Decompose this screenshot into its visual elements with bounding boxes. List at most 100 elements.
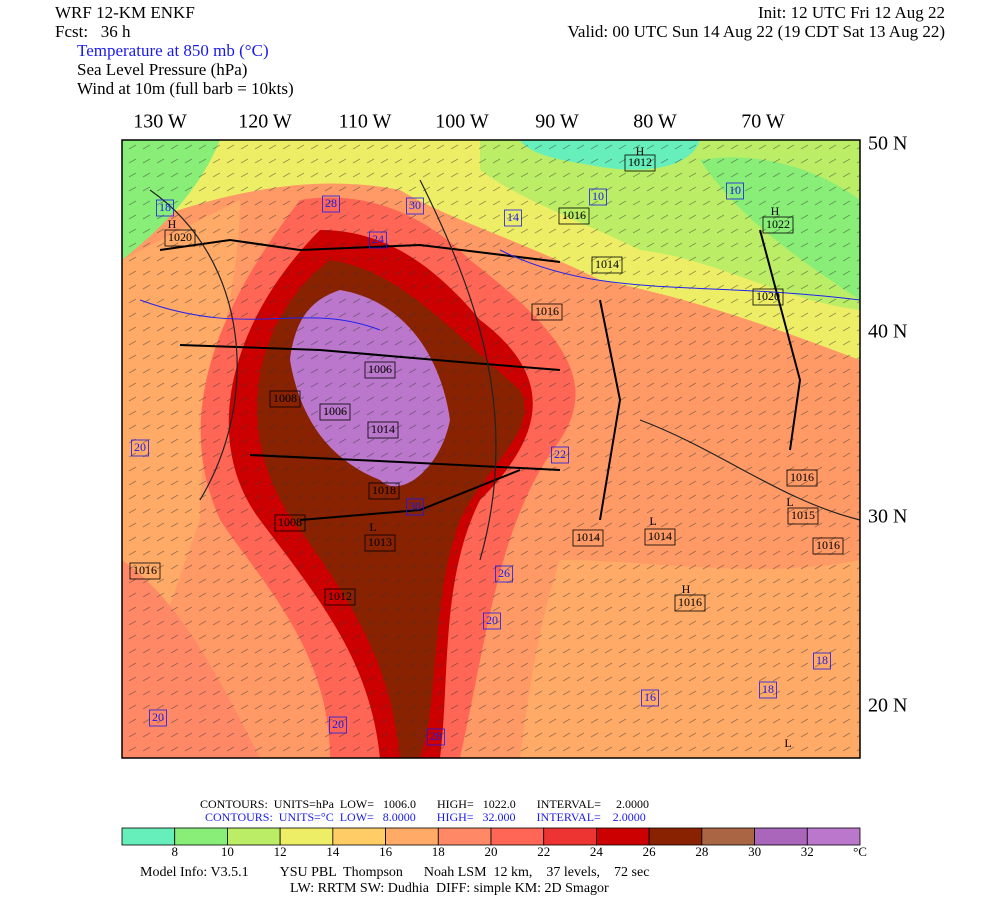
map-label: 1020 [168,230,192,244]
map-label: 30 [409,499,421,513]
model-info-physics: LW: RRTM SW: Dudhia DIFF: simple KM: 2D … [290,881,609,896]
field-wind: Wind at 10m (full barb = 10kts) [77,79,294,98]
map-label: 1012 [328,589,352,603]
map-label-box [364,361,396,379]
map-label-box [319,403,351,421]
map-label: 1014 [371,422,395,436]
field-pressure: Sea Level Pressure (hPa) [77,60,247,79]
pressure-contour-info: CONTOURS: UNITS=hPa LOW= 1006.0 HIGH= 10… [200,797,649,811]
map-label: L [786,495,793,509]
map-label: 14 [507,210,519,224]
colorbar-label: 22 [537,844,550,859]
map-label-box [786,469,818,487]
colorbar-swatch [174,827,228,846]
map-label: 10 [729,183,741,197]
map-label-box [324,588,356,606]
map-label-box [156,199,174,217]
colorbar-label: 32 [801,844,814,859]
map-label: 1006 [368,362,392,376]
map-label: 18 [762,682,774,696]
colorbar-label: 10 [221,844,234,859]
map-label-box [812,537,844,555]
longitude-label: 70 W [741,111,785,133]
colorbar-swatch [648,827,703,846]
init-time: Init: 12 UTC Fri 12 Aug 22 [758,3,945,22]
map-label-box [164,229,196,247]
map-label-box [322,195,340,213]
colorbar-swatch [227,827,281,846]
map-label: 20 [332,717,344,731]
colorbar-swatch [754,827,808,846]
colorbar-label: 30 [748,844,761,859]
colorbar-swatch [543,827,597,846]
map-label-box [531,303,563,321]
map-label-box [752,288,784,306]
colorbar-label: 14 [326,844,340,859]
map-label: 1016 [678,595,702,609]
map-label: H [636,144,645,158]
temperature-contour-info: CONTOURS: UNITS=°C LOW= 8.0000 HIGH= 32.… [205,810,646,824]
map-label: 1016 [562,208,586,222]
map-label-box [367,421,399,439]
map-label: 1022 [766,217,790,231]
map-label-box [551,446,569,464]
map-label: H [168,217,177,231]
colorbar-label: 28 [695,844,708,859]
map-label-box [787,507,819,525]
colorbar-swatch [332,827,386,846]
map-label-box [504,209,522,227]
map-frame [121,139,861,759]
map-label-box [274,514,306,532]
colorbar-swatch [437,827,492,846]
map-label: 1008 [273,391,297,405]
latitude-label: 30 N [868,506,907,528]
map-label: 1015 [791,508,815,522]
map-label-box [589,188,607,206]
map-label: 18 [816,653,828,667]
map-label: 1008 [278,515,302,529]
colorbar-swatch [596,827,650,846]
map-label-box [495,565,513,583]
map-label: 22 [554,447,566,461]
map-label-box [558,207,590,225]
map-label-box [131,439,149,457]
colorbar-swatch [701,827,755,846]
map-label-box [759,681,777,699]
map-label-box [364,534,396,552]
map-label: L [369,520,376,534]
latitude-label: 40 N [868,321,907,343]
colorbar-label: 26 [643,844,657,859]
colorbar-label: °C [853,844,867,859]
map-label-box [149,709,167,727]
colorbar-label: 24 [590,844,604,859]
map-label: 30 [409,198,421,212]
colorbar-label: 12 [274,844,287,859]
map-label: L [649,514,656,528]
map-label-box [726,182,744,200]
colorbar-swatch [806,827,861,846]
map-label-box [813,652,831,670]
colorbar-label: 16 [379,844,393,859]
map-label: 1016 [535,304,559,318]
map-label: 20 [486,613,498,627]
longitude-label: 110 W [339,111,392,133]
map-field [122,140,860,758]
map-label-box [406,197,424,215]
map-label: 20 [134,440,146,454]
map-label-box [269,390,301,408]
map-label: 1018 [372,483,396,497]
forecast-hour: Fcst: 36 h [55,22,131,41]
colorbar-swatch [490,827,545,846]
map-label-box [129,562,161,580]
map-label-box [624,154,656,172]
map-label: 1014 [648,529,672,543]
coordinate-labels: 130 W 120 W 110 W 100 W 90 W 80 W 70 W 50 N 40 N… [133,111,907,717]
map-label: 1016 [790,470,814,484]
map-label-box [483,612,501,630]
valid-time: Valid: 00 UTC Sun 14 Aug 22 (19 CDT Sat … [568,22,945,41]
map-label: H [771,204,780,218]
longitude-label: 130 W [133,111,187,133]
colorbar: 8 10 12 14 16 18 20 22 24 26 28 30 32 °C [121,827,867,859]
map-label: 1016 [816,538,840,552]
